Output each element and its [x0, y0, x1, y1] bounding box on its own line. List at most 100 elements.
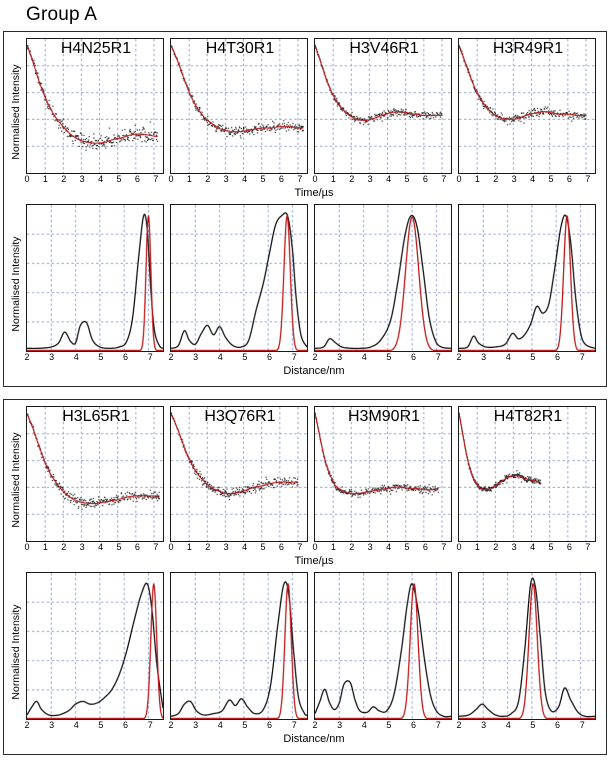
tick-label: 7	[585, 542, 591, 552]
tick-label: 7	[579, 720, 585, 730]
tick-label: 5	[386, 352, 392, 362]
time-trace-canvas	[458, 406, 596, 542]
plot-area	[170, 204, 310, 352]
tick-label: 6	[123, 352, 129, 362]
plot-title: H4T30R1	[205, 40, 275, 57]
time-trace-canvas	[314, 38, 452, 174]
tick-label: 2	[349, 174, 355, 184]
tick-label: 7	[147, 720, 153, 730]
tick-label: 6	[278, 174, 284, 184]
time-subplot: H3L65R1 0 1 2 3 4 5 6 7	[24, 406, 166, 554]
tick-label: 6	[278, 542, 284, 552]
tick-label: 4	[242, 174, 248, 184]
x-tick-labels: 0 1 2 3 4 5 6 7	[312, 542, 454, 554]
plot-area: H3Q76R1	[170, 406, 310, 542]
tick-label: 6	[134, 542, 140, 552]
tick-label: 4	[242, 542, 248, 552]
x-tick-labels: 0 1 2 3 4 5 6 7	[312, 174, 454, 186]
x-tick-labels: 2 3 4 5 6 7	[168, 720, 310, 732]
distance-subplot: 2 3 4 5 6 7	[168, 572, 310, 732]
tick-label: 5	[98, 720, 104, 730]
tick-label: 2	[205, 174, 211, 184]
tick-label: 6	[422, 542, 428, 552]
x-tick-labels: 2 3 4 5 6 7	[168, 352, 310, 364]
tick-label: 6	[566, 542, 572, 552]
tick-label: 7	[435, 352, 441, 362]
x-tick-labels: 0 1 2 3 4 5 6 7	[456, 542, 598, 554]
y-axis-label: Normalised Intensity	[6, 406, 26, 554]
tick-label: 7	[579, 352, 585, 362]
panel-group-1: Normalised Intensity H4N25R1 0 1 2 3 4 5 6 7 H4T3…	[3, 31, 607, 387]
distance-plot-canvas	[170, 204, 308, 352]
distance-axis-label: Distance/nm	[283, 733, 345, 745]
tick-label: 4	[217, 352, 223, 362]
tick-label: 4	[530, 542, 536, 552]
x-tick-labels: 0 1 2 3 4 5 6 7	[168, 174, 310, 186]
time-subplot: H3M90R1 0 1 2 3 4 5 6 7	[312, 406, 454, 554]
tick-label: 3	[193, 352, 199, 362]
distance-subplot: 2 3 4 5 6 7	[312, 204, 454, 364]
tick-label: 1	[474, 542, 480, 552]
plot-title: H3M90R1	[347, 408, 421, 425]
tick-label: 5	[386, 720, 392, 730]
tick-label: 4	[505, 352, 511, 362]
tick-label: 2	[61, 174, 67, 184]
tick-label: 4	[98, 174, 104, 184]
time-axis-label: Time/µs	[294, 187, 334, 199]
tick-label: 2	[349, 542, 355, 552]
tick-label: 4	[386, 542, 392, 552]
tick-label: 3	[337, 720, 343, 730]
tick-label: 5	[260, 542, 266, 552]
time-trace-canvas	[26, 406, 164, 542]
distance-axis-label: Distance/nm	[283, 365, 345, 377]
tick-label: 4	[361, 352, 367, 362]
figure-title: Group A	[26, 4, 98, 25]
tick-label: 3	[337, 352, 343, 362]
tick-label: 2	[493, 174, 499, 184]
plot-area: H3V46R1	[314, 38, 454, 174]
tick-label: 7	[153, 542, 159, 552]
time-trace-canvas	[314, 406, 452, 542]
plot-area	[314, 204, 454, 352]
panel-group-2: Normalised Intensity H3L65R1 0 1 2 3 4 5 6 7 H3Q7…	[3, 399, 607, 755]
distance-subplot: 2 3 4 5 6 7	[24, 204, 166, 364]
tick-label: 2	[61, 542, 67, 552]
tick-label: 1	[186, 542, 192, 552]
tick-label: 7	[585, 174, 591, 184]
plot-area	[458, 572, 598, 720]
plot-area: H3R49R1	[458, 38, 598, 174]
tick-label: 2	[168, 720, 174, 730]
plot-title: H3V46R1	[349, 40, 419, 57]
distance-subplot: 2 3 4 5 6 7	[24, 572, 166, 732]
plot-title: H4T82R1	[493, 408, 563, 425]
tick-label: 3	[49, 352, 55, 362]
x-tick-labels: 2 3 4 5 6 7	[456, 720, 598, 732]
distance-plot-canvas	[170, 572, 308, 720]
time-subplot: H3R49R1 0 1 2 3 4 5 6 7	[456, 38, 598, 186]
time-trace-canvas	[458, 38, 596, 174]
tick-label: 2	[168, 352, 174, 362]
time-trace-canvas	[170, 38, 308, 174]
tick-label: 3	[79, 542, 85, 552]
tick-label: 0	[24, 542, 30, 552]
plot-title: H4N25R1	[60, 40, 132, 57]
tick-label: 5	[530, 720, 536, 730]
tick-label: 5	[404, 542, 410, 552]
tick-label: 2	[312, 352, 318, 362]
time-plots-container: H4N25R1 0 1 2 3 4 5 6 7 H4T30R1 0 1 2 3 4 5 6 7 H3V46R1 0 1 2…	[24, 38, 598, 186]
x-tick-labels: 2 3 4 5 6 7	[456, 352, 598, 364]
tick-label: 3	[511, 542, 517, 552]
tick-label: 6	[134, 174, 140, 184]
tick-label: 4	[505, 720, 511, 730]
tick-label: 6	[555, 720, 561, 730]
tick-label: 2	[456, 352, 462, 362]
tick-label: 3	[49, 720, 55, 730]
tick-label: 7	[435, 720, 441, 730]
distance-subplot: 2 3 4 5 6 7	[456, 572, 598, 732]
y-axis-label: Normalised Intensity	[6, 572, 26, 732]
x-tick-labels: 0 1 2 3 4 5 6 7	[24, 174, 166, 186]
tick-label: 4	[98, 542, 104, 552]
plot-area	[314, 572, 454, 720]
plot-area	[458, 204, 598, 352]
